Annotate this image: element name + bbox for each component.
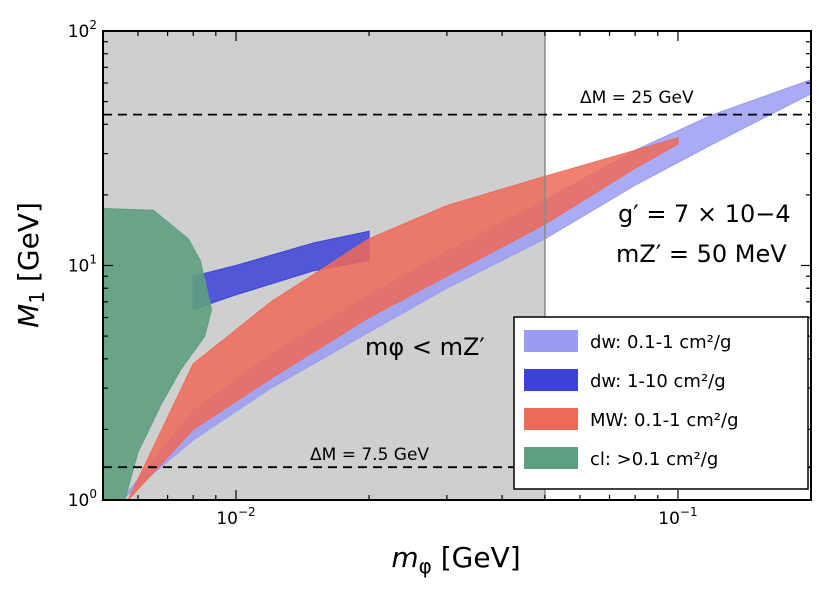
y-axis-title: M1 [GeV] — [12, 202, 49, 328]
x-tick-label: 10−2 — [216, 505, 255, 529]
legend-swatch-2 — [524, 408, 578, 430]
legend-swatch-3 — [524, 447, 578, 469]
legend-label-1: dw: 1-10 cm²/g — [590, 371, 726, 392]
tick-layer: 10−2 10−1 100 101 102 — [68, 18, 812, 529]
y-tick-label: 102 — [68, 18, 97, 42]
hline-label-lower: ΔM = 7.5 GeV — [310, 445, 429, 465]
plot-area — [103, 31, 811, 500]
x-axis-title: mφ [GeV] — [391, 541, 520, 578]
legend-swatch-0 — [524, 330, 578, 352]
y-tick-label: 100 — [68, 487, 97, 511]
legend-label-3: cl: >0.1 cm²/g — [590, 449, 718, 470]
y-tick-label: 101 — [68, 253, 97, 277]
hline-label-upper: ΔM = 25 GeV — [580, 88, 694, 108]
legend-items: dw: 0.1-1 cm²/g dw: 1-10 cm²/g MW: 0.1-1 c… — [524, 330, 739, 470]
series-band-2 — [127, 137, 679, 500]
series-layer — [103, 79, 811, 500]
shaded-region-label: mφ < mZ′ — [365, 333, 485, 361]
parameter-mediator-mass: mZ′ = 50 MeV — [616, 240, 787, 268]
x-tick-label: 10−1 — [658, 505, 697, 529]
parameter-coupling: g′ = 7 × 10−4 — [618, 200, 791, 228]
legend-label-2: MW: 0.1-1 cm²/g — [590, 410, 739, 431]
series-band-3 — [103, 207, 213, 500]
legend-label-0: dw: 0.1-1 cm²/g — [590, 332, 731, 353]
legend: dw: 0.1-1 cm²/g dw: 1-10 cm²/g MW: 0.1-1 c… — [513, 316, 809, 490]
legend-swatch-1 — [524, 369, 578, 391]
